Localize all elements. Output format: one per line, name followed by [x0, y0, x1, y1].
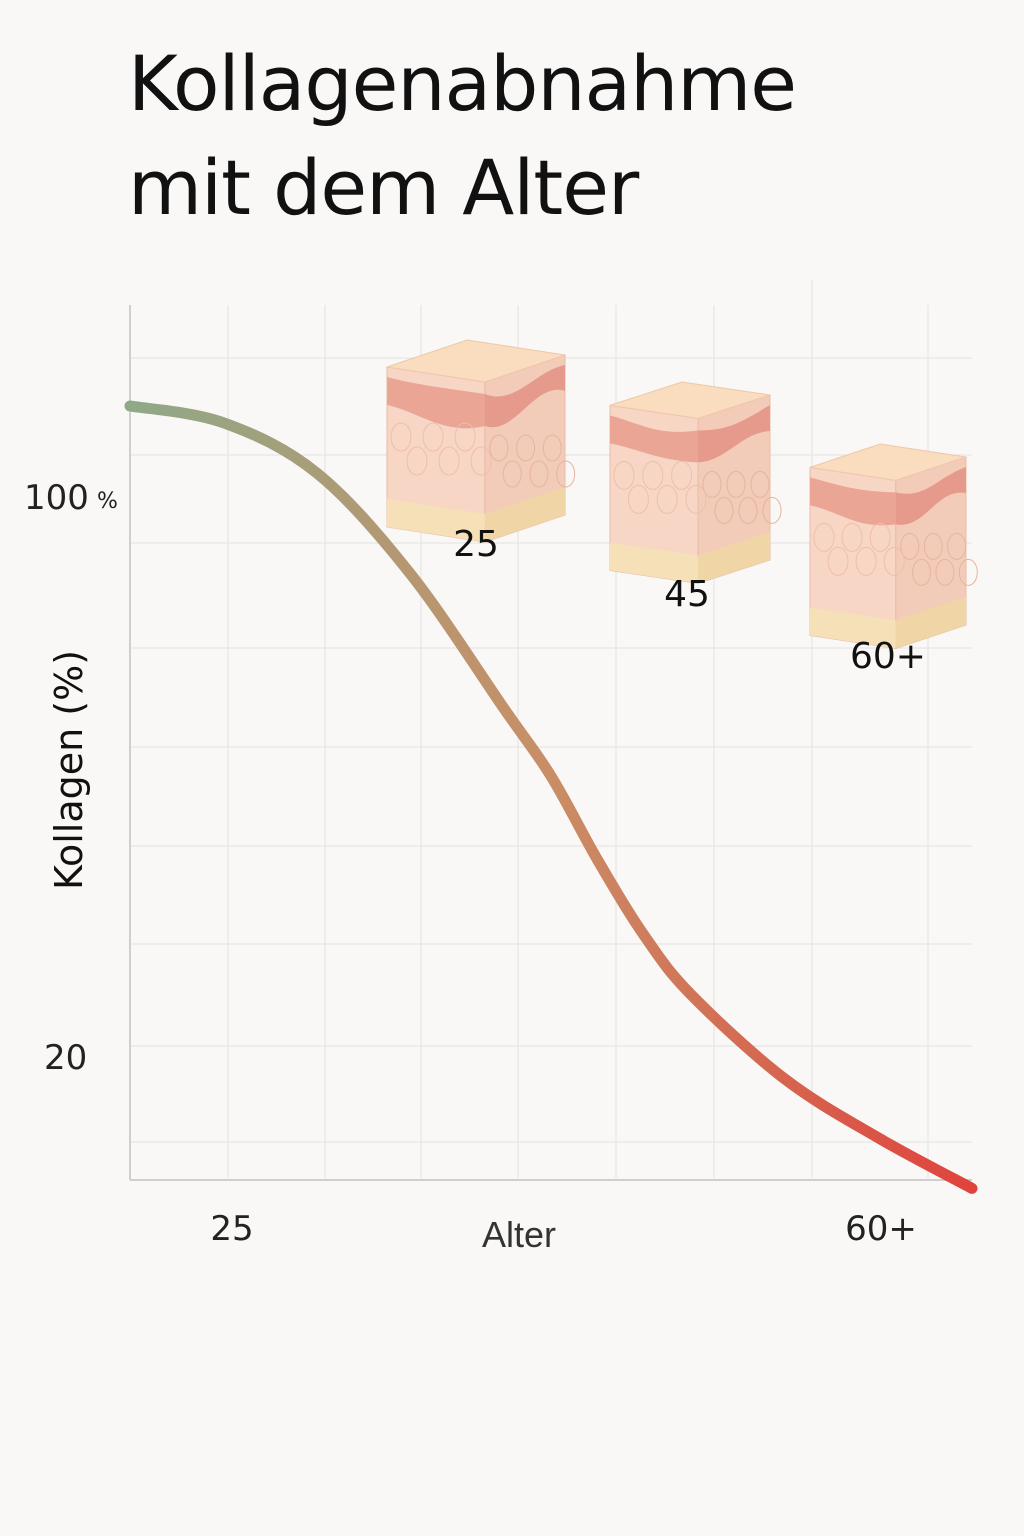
page-title-line-1: Kollagenabnahme — [128, 39, 797, 128]
y-tick-label-20: 20 — [44, 1038, 87, 1078]
annotation-label-25: 25 — [453, 524, 499, 565]
collagen-curve — [124, 400, 978, 1194]
y-axis-title: Kollagen (%) — [47, 650, 91, 890]
skin-cube-45-illustration — [609, 381, 782, 585]
annotation-label-45: 45 — [664, 574, 710, 615]
page-title-line-2: mit dem Alter — [128, 143, 639, 232]
x-tick-label-25: 25 — [210, 1209, 253, 1249]
skin-cube-60plus-illustration — [809, 443, 978, 650]
skin-cube-25-illustration — [386, 339, 576, 543]
y-tick-label-100: 100 — [24, 478, 89, 518]
y-tick-unit-percent: % — [97, 489, 118, 514]
x-axis-title: Alter — [482, 1214, 556, 1255]
x-tick-label-60plus: 60+ — [845, 1209, 917, 1249]
annotation-label-60plus: 60+ — [850, 636, 926, 677]
